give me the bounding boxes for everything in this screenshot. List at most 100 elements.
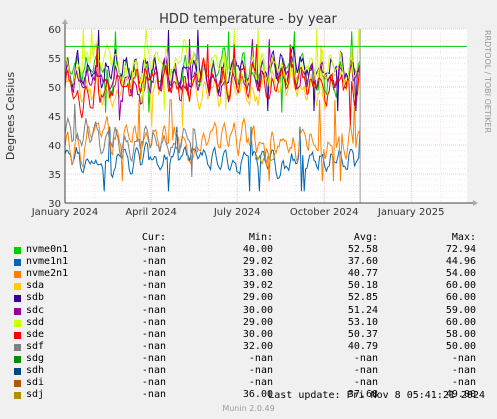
series-line-nvme2n1: [64, 99, 361, 182]
legend-avg: 50.37: [347, 328, 378, 340]
legend-max: -nan: [451, 377, 476, 389]
legend-row-nvme0n1: nvme0n1 -nan 40.00 52.58 72.94: [0, 244, 497, 256]
legend-cur: -nan: [141, 280, 166, 292]
legend-avg: 37.60: [347, 256, 378, 268]
legend-min: 40.00: [242, 244, 273, 255]
legend-cur: -nan: [141, 316, 166, 328]
y-tick-label: 45: [48, 112, 61, 123]
y-tick-label: 30: [48, 199, 61, 210]
generator-label: Munin 2.0.49: [222, 404, 275, 413]
legend-name: nvme0n1: [26, 244, 69, 255]
legend-max: 72.94: [445, 244, 476, 255]
legend-cur: -nan: [141, 268, 166, 280]
series-line-sdb: [64, 29, 361, 112]
series-line-sdj: [254, 148, 276, 166]
legend-header: Cur: Min: Avg: Max:: [0, 232, 497, 244]
x-axis-arrow: [473, 200, 478, 206]
legend-cur: -nan: [141, 365, 166, 376]
legend-cur: -nan: [141, 340, 166, 352]
chart-title: HDD temperature - by year: [159, 12, 337, 27]
legend-swatch: [14, 331, 21, 339]
legend-name: sdd: [26, 316, 45, 328]
legend-name: sdj: [26, 389, 45, 401]
x-tick-label: January 2024: [31, 207, 99, 218]
legend-avg: 50.18: [347, 280, 378, 292]
legend-swatch: [14, 392, 21, 400]
legend-min: -nan: [248, 352, 273, 364]
watermark: RRDTOOL / TOBI OETIKER: [483, 30, 492, 133]
legend-cur: -nan: [141, 304, 166, 316]
legend-swatch: [14, 259, 21, 267]
legend-max: 58.00: [445, 328, 476, 340]
legend-swatch: [14, 271, 21, 279]
legend-swatch: [14, 295, 21, 303]
legend-swatch: [14, 247, 21, 254]
legend-name: sde: [26, 328, 45, 340]
x-tick-label: July 2024: [213, 207, 261, 218]
legend-max: 44.96: [445, 256, 476, 268]
x-tick-label: October 2024: [290, 207, 359, 218]
header-cur: Cur:: [141, 232, 166, 243]
series-line-sdc: [64, 39, 361, 121]
legend-row-sdi: sdi -nan -nan -nan -nan: [0, 377, 497, 389]
last-update: Last update: Fri Nov 8 05:41:21 2024: [268, 390, 485, 401]
legend-swatch: [14, 368, 21, 375]
legend-max: 59.00: [445, 304, 476, 316]
legend-avg: 51.24: [347, 304, 378, 316]
legend-cur: -nan: [141, 377, 166, 389]
legend-row-sdd: sdd -nan 29.00 53.10 60.00: [0, 317, 497, 329]
legend-cur: -nan: [141, 328, 166, 340]
legend-row-sdc: sdc -nan 30.00 51.24 59.00: [0, 305, 497, 317]
legend-row-sda: sda -nan 39.02 50.18 60.00: [0, 280, 497, 292]
legend-avg: 40.79: [347, 340, 378, 352]
series-line-sda: [64, 45, 361, 127]
legend-swatch: [14, 283, 21, 291]
legend-row-sdg: sdg -nan -nan -nan -nan: [0, 353, 497, 365]
x-tick-label: April 2024: [125, 207, 176, 218]
legend-avg: 40.77: [347, 268, 378, 280]
legend-max: 60.00: [445, 292, 476, 304]
legend-row-sde: sde -nan 30.00 50.37 58.00: [0, 329, 497, 341]
legend-name: sdh: [26, 365, 45, 376]
legend-row-sdf: sdf -nan 32.00 40.79 50.00: [0, 341, 497, 353]
legend-name: sdc: [26, 304, 45, 316]
legend-cur: -nan: [141, 292, 166, 304]
legend-max: 60.00: [445, 280, 476, 292]
legend-swatch: [14, 319, 21, 327]
legend-max: 49.00: [445, 389, 476, 401]
legend-swatch: [14, 355, 21, 363]
legend-cur: -nan: [141, 389, 166, 401]
legend-max: -nan: [451, 352, 476, 364]
x-tick-label: January 2025: [377, 207, 445, 218]
legend-min: 33.00: [242, 268, 273, 280]
legend-row-sdb: sdb -nan 29.00 52.85 60.00: [0, 292, 497, 304]
legend-row-nvme1n1: nvme1n1 -nan 29.02 37.60 44.96: [0, 256, 497, 268]
legend-name: sdi: [26, 377, 45, 389]
legend-avg: 52.85: [347, 292, 378, 304]
chart: HDD temperature - by year Degrees Celsiu…: [4, 12, 492, 218]
y-tick-label: 40: [48, 141, 61, 152]
y-tick-label: 60: [48, 25, 61, 36]
legend-min: 29.02: [242, 256, 273, 268]
legend-avg: 53.10: [347, 316, 378, 328]
legend-row-nvme2n1: nvme2n1 -nan 33.00 40.77 54.00: [0, 268, 497, 280]
series-line-sdf: [64, 103, 198, 178]
y-tick-label: 35: [48, 170, 61, 181]
legend-name: sda: [26, 280, 45, 292]
legend-avg: 37.68: [347, 389, 378, 401]
legend-min: 29.00: [242, 316, 273, 328]
y-tick-label: 55: [48, 54, 61, 65]
legend-min: 30.00: [242, 328, 273, 340]
legend-min: -nan: [248, 377, 273, 389]
legend-cur: -nan: [141, 352, 166, 364]
legend-min: 36.00: [242, 389, 273, 401]
legend-avg: -nan: [353, 365, 378, 376]
legend-swatch: [14, 343, 21, 351]
header-min: Min:: [248, 232, 273, 243]
legend-min: 39.02: [242, 280, 273, 292]
legend-cur: -nan: [141, 256, 166, 268]
legend-max: 50.00: [445, 340, 476, 352]
legend-name: sdb: [26, 292, 45, 304]
legend-min: -nan: [248, 365, 273, 376]
y-axis-label: Degrees Celsius: [4, 72, 17, 161]
